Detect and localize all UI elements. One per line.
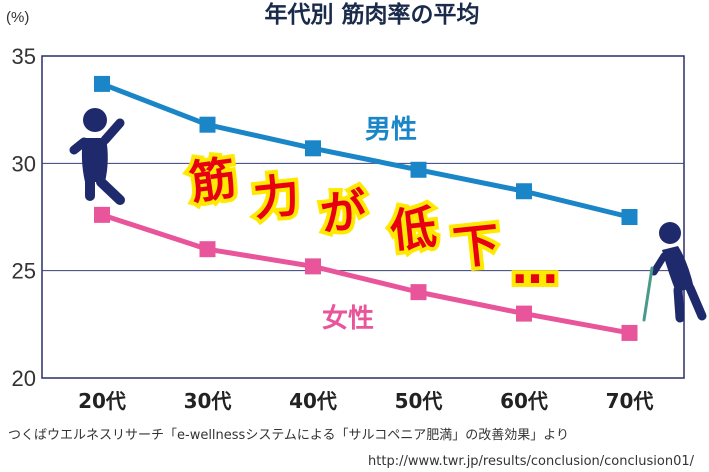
data-point [305, 258, 321, 275]
data-point [410, 161, 427, 178]
source-citation: つくばウエルネスリサーチ「e-wellnessシステムによる「サルコペニア肥満」… [8, 427, 569, 443]
elderly-person-with-cane-icon [642, 222, 707, 323]
annotation-char: 筋 [186, 150, 239, 210]
series-group [94, 75, 638, 341]
y-tick-label: 25 [12, 259, 36, 284]
gridlines [42, 162, 684, 272]
strength-decline-annotation: 筋力が低下… [182, 146, 562, 298]
y-tick-label: 30 [12, 151, 36, 176]
x-axis-ticks: 20代 30代 40代 50代 60代 70代 [78, 389, 653, 413]
x-tick-label: 70代 [606, 389, 654, 413]
data-point [410, 284, 427, 301]
annotation-char: 下 [451, 217, 502, 276]
data-point [94, 206, 110, 223]
data-point [305, 140, 321, 157]
x-tick-label: 40代 [289, 389, 337, 413]
data-point [621, 324, 638, 341]
annotation-char: 力 [251, 168, 302, 227]
data-point [516, 305, 532, 322]
source-url: http://www.twr.jp/results/conclusion/con… [368, 454, 695, 469]
data-point [94, 75, 110, 92]
y-tick-label: 20 [12, 366, 36, 391]
annotation-char: 低 [388, 200, 439, 259]
y-axis-unit: (%) [6, 9, 29, 26]
x-tick-label: 50代 [395, 389, 443, 413]
annotation-char: が [318, 183, 369, 242]
x-tick-label: 30代 [184, 389, 232, 413]
standing-person-icon [69, 108, 125, 205]
x-tick-label: 20代 [78, 389, 126, 413]
series-line-1 [101, 212, 630, 336]
series-label-male: 男性 [365, 115, 417, 145]
y-axis-ticks: 20 25 30 35 [12, 44, 36, 391]
series-line-0 [101, 81, 631, 220]
data-point [199, 116, 216, 133]
series-label-female: 女性 [322, 303, 374, 334]
y-tick-label: 35 [12, 44, 36, 69]
x-tick-label: 60代 [500, 389, 548, 413]
data-point [199, 241, 216, 258]
data-point [621, 209, 638, 225]
chart-title: 年代別 筋肉率の平均 [264, 1, 479, 28]
data-point [516, 183, 532, 200]
annotation-char: … [512, 240, 558, 294]
